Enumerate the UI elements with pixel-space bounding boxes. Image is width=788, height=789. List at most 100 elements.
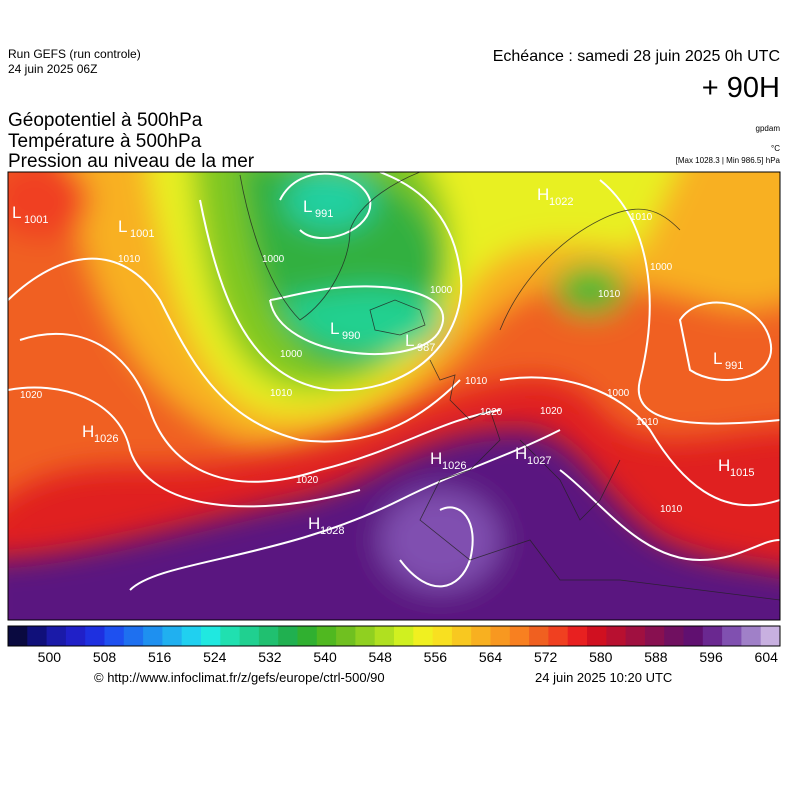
- colorbar-cell: [297, 626, 318, 646]
- colorbar-tick-label: 500: [38, 649, 62, 665]
- contour-label: 1000: [650, 262, 673, 273]
- colorbar-cell: [644, 626, 665, 646]
- colorbar-cell: [683, 626, 704, 646]
- title: Température à 500hPa: [8, 131, 202, 152]
- colorbar-cell: [123, 626, 144, 646]
- colorbar-cell: [104, 626, 125, 646]
- contour-label: 1000: [430, 285, 453, 296]
- footer-issued: 24 juin 2025 10:20 UTC: [535, 670, 672, 685]
- center-kind: L: [12, 203, 21, 222]
- field: [8, 172, 780, 620]
- colorbar-cell: [162, 626, 183, 646]
- colorbar-cell: [606, 626, 627, 646]
- center-value: 987: [417, 342, 435, 354]
- contour-label: 1020: [480, 407, 503, 418]
- colorbar-cell: [548, 626, 569, 646]
- colorbar-cell: [201, 626, 221, 646]
- colorbar-frame: [7, 625, 781, 647]
- colorbar-cell: [529, 626, 549, 646]
- colorbar-tick-label: 508: [93, 649, 117, 665]
- colorbar-tick-label: 588: [644, 649, 668, 665]
- center-kind: L: [330, 319, 339, 338]
- contour-label: 1010: [465, 376, 488, 387]
- unit: gpdam: [756, 124, 781, 133]
- run-label: Run GEFS (run controle): [8, 47, 141, 61]
- center-kind: H: [537, 185, 549, 204]
- center-value: 1001: [130, 228, 154, 240]
- center-kind: H: [82, 422, 94, 441]
- contour-label: 1020: [540, 406, 563, 417]
- contour-label: 1020: [20, 390, 43, 401]
- contour-label: 1010: [636, 417, 659, 428]
- colorbar-cell: [65, 626, 86, 646]
- center-kind: L: [713, 349, 722, 368]
- colorbar-cell: [471, 626, 491, 646]
- colorbar-cell: [258, 626, 279, 646]
- contour-label: 1010: [630, 212, 653, 223]
- center-value: 1026: [94, 433, 118, 445]
- contour-label: 1000: [262, 254, 285, 265]
- center-value: 1015: [730, 467, 754, 479]
- colorbar-cell: [625, 626, 646, 646]
- colorbar-cell: [760, 626, 781, 646]
- contour-label: 1010: [270, 388, 293, 399]
- center-value: 1022: [549, 196, 573, 208]
- map-frame: [7, 171, 781, 621]
- coastlines: [239, 172, 780, 601]
- colorbar-tick-label: 524: [203, 649, 227, 665]
- center-kind: H: [718, 456, 730, 475]
- center-value: 1026: [442, 460, 466, 472]
- colorbar-tick-label: 532: [258, 649, 282, 665]
- colorbar-cell: [567, 626, 588, 646]
- center-value: 1028: [320, 525, 344, 537]
- center-kind: L: [118, 217, 127, 236]
- colorbar-cell: [490, 626, 511, 646]
- center-value: 990: [342, 330, 360, 342]
- colorbar-cell: [413, 626, 434, 646]
- center-kind: H: [515, 444, 527, 463]
- colorbar-tick-label: 516: [148, 649, 172, 665]
- footer-url: © http://www.infoclimat.fr/z/gefs/europe…: [94, 670, 385, 685]
- colorbar-cell: [181, 626, 202, 646]
- center-value: 991: [315, 208, 333, 220]
- colorbar-cell: [355, 626, 376, 646]
- colorbar-cell: [394, 626, 414, 646]
- colorbar-cell: [741, 626, 762, 646]
- contour-label: 1010: [598, 289, 621, 300]
- colorbar-tick-label: 548: [369, 649, 393, 665]
- colorbar-cell: [509, 626, 530, 646]
- colorbar-cell: [374, 626, 395, 646]
- colorbar-tick-label: 564: [479, 649, 503, 665]
- colorbar-cell: [664, 626, 684, 646]
- colorbar-cell: [239, 626, 260, 646]
- colorbar-cell: [143, 626, 163, 646]
- center-kind: L: [405, 331, 414, 350]
- colorbar-cell: [451, 626, 472, 646]
- contour-label: 1000: [280, 349, 303, 360]
- colorbar-cell: [8, 626, 28, 646]
- center-value: 1001: [24, 214, 48, 226]
- colorbar-cell: [85, 626, 105, 646]
- colorbar-tick-label: 556: [424, 649, 448, 665]
- colorbar-tick-label: 572: [534, 649, 558, 665]
- center-kind: L: [303, 197, 312, 216]
- lead-time: + 90H: [702, 72, 780, 104]
- colorbar-cell: [46, 626, 67, 646]
- colorbar-cell: [336, 626, 356, 646]
- contour-label: 1010: [660, 504, 683, 515]
- colorbar-tick-label: 540: [313, 649, 337, 665]
- colorbar-cell: [220, 626, 241, 646]
- colorbar-cell: [432, 626, 453, 646]
- colorbar-tick-label: 596: [699, 649, 723, 665]
- center-kind: H: [308, 514, 320, 533]
- run-date: 24 juin 2025 06Z: [8, 62, 97, 76]
- colorbar-cell: [702, 626, 723, 646]
- isobars: [8, 172, 780, 591]
- echeance: Echéance : samedi 28 juin 2025 0h UTC: [493, 48, 780, 65]
- title: Géopotentiel à 500hPa: [8, 110, 203, 131]
- colorbar-tick-label: 580: [589, 649, 613, 665]
- contour-label: 1000: [607, 388, 630, 399]
- center-kind: H: [430, 449, 442, 468]
